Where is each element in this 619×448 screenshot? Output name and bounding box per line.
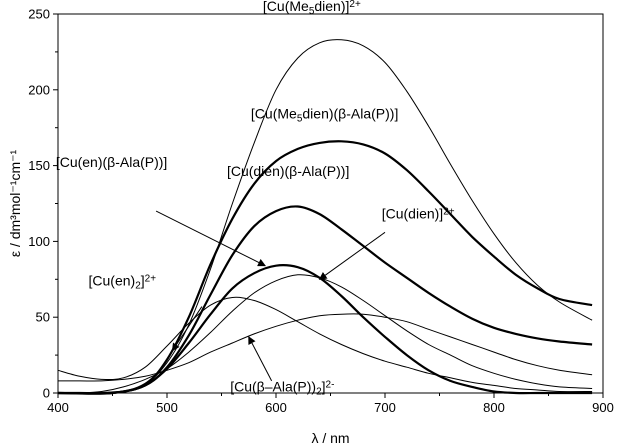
series-group (58, 40, 592, 394)
annotations-group: [Cu(Me5dien)]2+[Cu(Me5dien)(β-Ala(P))][C… (56, 0, 455, 397)
x-tick-label: 700 (374, 400, 396, 415)
x-tick-label: 800 (483, 400, 505, 415)
y-axis-label: ε / dm³mol⁻¹cm⁻¹ (7, 149, 23, 257)
y-tick-label: 100 (28, 234, 50, 249)
x-tick-label: 600 (265, 400, 287, 415)
x-tick-label: 400 (47, 400, 69, 415)
y-tick-label: 250 (28, 7, 50, 22)
x-tick-label: 500 (156, 400, 178, 415)
y-tick-label: 0 (43, 386, 50, 401)
ann-ala2-arrow (249, 337, 272, 381)
ann-en2-label: [Cu(en)2]2+ (89, 272, 157, 291)
ann-dien-label: [Cu(dien)]2+ (382, 206, 455, 222)
ann-ala2-label: [Cu(β–Ala(P))2]2- (230, 378, 334, 397)
y-tick-label: 200 (28, 82, 50, 97)
ann-en-ala-arrow (156, 211, 265, 266)
axis-ticks: 400 500 600 700 800 900 0 50 100 150 200 250 (28, 7, 614, 416)
y-tick-label: 50 (36, 310, 50, 325)
x-axis-label: λ / nm (311, 430, 349, 446)
y-tick-label: 150 (28, 158, 50, 173)
ann-en-ala-label: [Cu(en)(β-Ala(P))] (56, 154, 168, 170)
ann-dien-ala-label: [Cu(dien)(β-Ala(P))] (227, 163, 349, 179)
series-line-3 (58, 206, 592, 393)
ann-me5dien-ala-label: [Cu(Me5dien)(β-Ala(P))] (251, 106, 398, 125)
x-tick-label: 900 (592, 400, 614, 415)
series-line-7 (58, 314, 592, 381)
